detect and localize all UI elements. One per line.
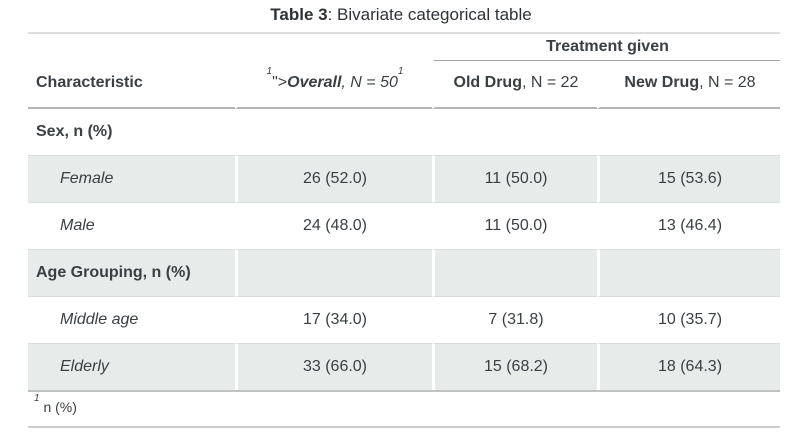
spanner-spacer-cell [28, 34, 432, 61]
summary-table: Treatment given Characteristic 1">Overal… [28, 32, 781, 428]
col-header-old-drug: Old Drug, N = 22 [432, 61, 597, 109]
value-cell [597, 109, 780, 155]
value-cell: 18 (64.3) [597, 343, 781, 390]
col-header-new-drug: New Drug, N = 28 [597, 61, 781, 109]
data-row-male: Male 24 (48.0) 11 (50.0) 13 (46.4) [28, 202, 781, 249]
value-cell [597, 249, 781, 296]
col-header-overall: 1">Overall, N = 501 [235, 61, 432, 109]
row-label: Age Grouping, n (%) [28, 249, 235, 296]
footnote-marker: 1 [34, 393, 40, 405]
spanner-row: Treatment given [28, 34, 781, 61]
table-title-text: : Bivariate categorical table [327, 5, 532, 24]
value-cell: 11 (50.0) [432, 155, 597, 202]
footnote-text: n (%) [43, 399, 77, 415]
row-label: Middle age [28, 296, 235, 343]
row-label: Female [28, 155, 235, 202]
value-cell: 15 (53.6) [597, 155, 781, 202]
value-cell: 24 (48.0) [235, 202, 432, 249]
value-cell: 17 (34.0) [235, 296, 432, 343]
row-label: Elderly [28, 343, 235, 390]
data-row-elderly: Elderly 33 (66.0) 15 (68.2) 18 (64.3) [28, 343, 781, 390]
value-cell [235, 109, 432, 155]
group-row-sex: Sex, n (%) [28, 109, 780, 155]
value-cell: 33 (66.0) [235, 343, 432, 390]
summary-table-container: Treatment given Characteristic 1">Overal… [28, 32, 781, 428]
value-cell: 26 (52.0) [235, 155, 432, 202]
row-label: Male [28, 202, 235, 249]
new-drug-label: New Drug [624, 73, 700, 91]
value-cell: 11 (50.0) [432, 202, 597, 249]
value-cell: 7 (31.8) [432, 296, 597, 343]
row-label: Sex, n (%) [36, 123, 113, 140]
overall-label: Overall [287, 73, 342, 91]
value-cell [235, 249, 432, 296]
footnote: 1 n (%) [28, 390, 781, 428]
value-cell: 10 (35.7) [597, 296, 781, 343]
old-drug-n-count: , N = 22 [521, 73, 579, 91]
overall-markup-glitch-text: "> [272, 73, 288, 91]
old-drug-label: Old Drug [453, 73, 522, 91]
value-cell [432, 109, 597, 155]
overall-n-count: , N = 50 [341, 73, 398, 91]
value-cell: 15 (68.2) [432, 343, 597, 390]
data-row-female: Female 26 (52.0) 11 (50.0) 15 (53.6) [28, 155, 781, 202]
overall-trailing-footnote-marker: 1 [397, 66, 404, 78]
new-drug-n-count: , N = 28 [699, 73, 756, 91]
footnote-row: 1 n (%) [28, 390, 781, 428]
value-cell [432, 249, 597, 296]
table-title: Table 3: Bivariate categorical table [0, 0, 802, 32]
col-header-characteristic: Characteristic [28, 61, 235, 109]
value-cell: 13 (46.4) [597, 202, 781, 249]
table-title-number: Table 3 [270, 5, 328, 24]
column-header-row: Characteristic 1">Overall, N = 501 Old D… [28, 61, 781, 109]
group-row-age-grouping: Age Grouping, n (%) [28, 249, 781, 296]
data-row-middle-age: Middle age 17 (34.0) 7 (31.8) 10 (35.7) [28, 296, 781, 343]
overall-leading-footnote-marker: 1 [266, 66, 273, 78]
column-spanner-treatment-given: Treatment given [432, 34, 781, 61]
